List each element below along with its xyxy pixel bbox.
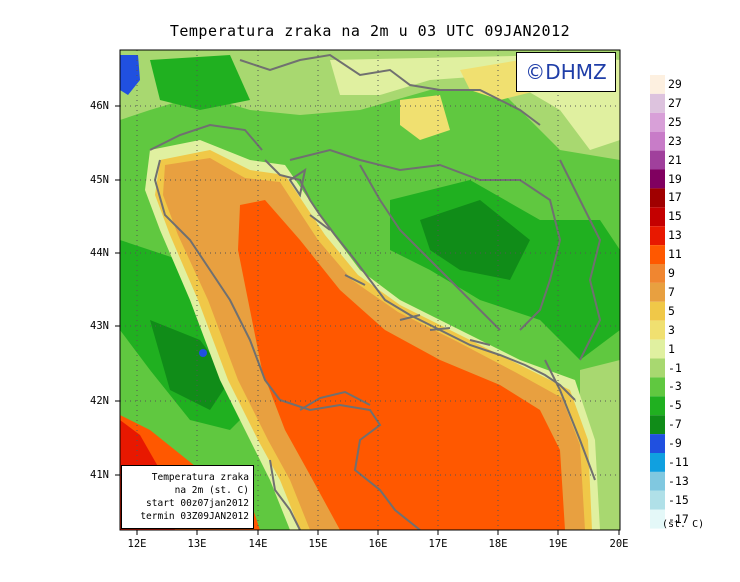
info-box: Temperatura zraka na 2m (st. C) start 00… — [121, 465, 254, 529]
colorbar-label: -11 — [668, 455, 689, 469]
info-line-1: Temperatura zraka — [151, 472, 249, 483]
land-dark-patch-2 — [420, 200, 530, 280]
cold-spot-1 — [199, 349, 207, 357]
colorbar — [650, 75, 665, 529]
islands — [288, 167, 491, 346]
info-line-4: termin 03Z09JAN2012 — [140, 511, 249, 522]
colorbar-swatch — [650, 169, 665, 189]
lon-label: 15E — [308, 538, 328, 550]
border-albania — [544, 359, 596, 481]
colorbar-swatch — [650, 434, 665, 453]
lon-label: 16E — [368, 538, 388, 550]
axis-ticks — [115, 105, 620, 535]
info-line-2: na 2m (st. C) — [174, 485, 249, 496]
colorbar-label: -1 — [668, 360, 682, 375]
map-frame — [119, 49, 621, 531]
colorbar-label: 15 — [668, 209, 682, 224]
colorbar-label: -15 — [668, 492, 689, 507]
coastline-west — [149, 123, 421, 530]
colorbar-swatch — [650, 226, 665, 246]
colorbar-unit: (st. C) — [662, 519, 705, 530]
border-serbia — [559, 159, 602, 361]
colorbar-swatch — [650, 377, 665, 397]
lon-label: 17E — [428, 538, 448, 550]
colorbar-label: 25 — [668, 114, 682, 129]
colorbar-swatch — [650, 75, 665, 94]
colorbar-swatch — [650, 282, 665, 302]
lon-label: 14E — [248, 538, 268, 550]
colorbar-label: 3 — [668, 322, 675, 337]
land-italy-darker — [150, 320, 230, 410]
lat-label: 41N — [90, 469, 109, 481]
border-inner — [359, 164, 501, 331]
cold-spot-nw — [120, 55, 140, 95]
info-line-3: start 00z07jan2012 — [146, 498, 249, 509]
colorbar-swatch — [650, 188, 665, 208]
colorbar-swatch — [650, 264, 665, 283]
colorbar-swatch — [650, 396, 665, 416]
colorbar-label: 5 — [668, 303, 675, 318]
colorbar-label: 23 — [668, 133, 682, 148]
colorbar-label: 7 — [668, 284, 675, 299]
colorbar-label: -13 — [668, 473, 689, 488]
colorbar-swatch — [650, 471, 665, 491]
graticule — [120, 50, 620, 530]
colorbar-label: 17 — [668, 190, 682, 205]
colorbar-swatch — [650, 207, 665, 227]
coastline-east — [264, 159, 576, 401]
colorbar-label: 9 — [668, 266, 675, 280]
colorbar-label: 11 — [668, 247, 682, 262]
land-north-yellow-blob — [400, 95, 450, 140]
land-nw-dark — [150, 55, 250, 110]
colorbar-swatch — [650, 358, 665, 378]
colorbar-swatch — [650, 509, 665, 529]
colorbar-swatch — [650, 245, 665, 264]
colorbar-label: -17 — [668, 511, 689, 526]
colorbar-swatch — [650, 339, 665, 359]
colorbar-label: -3 — [668, 379, 682, 394]
lat-label: 46N — [90, 100, 109, 112]
colorbar-label: 19 — [668, 171, 682, 186]
border-north — [239, 53, 541, 126]
lon-label: 20E — [609, 538, 629, 550]
colorbar-label: 13 — [668, 228, 682, 243]
colorbar-label: 27 — [668, 95, 682, 110]
colorbar-swatch — [650, 415, 665, 435]
colorbar-label: 1 — [668, 341, 675, 356]
colorbar-label: 29 — [668, 77, 682, 91]
colorbar-label: 21 — [668, 152, 682, 167]
colorbar-swatch — [650, 150, 665, 170]
lat-label: 44N — [90, 247, 109, 259]
map-title: Temperatura zraka na 2m u 03 UTC 09JAN20… — [169, 22, 571, 40]
coastline-gargano — [299, 390, 371, 411]
colorbar-swatch — [650, 112, 665, 132]
lon-label: 19E — [548, 538, 568, 550]
lon-label: 12E — [127, 538, 147, 550]
colorbar-label: -5 — [668, 398, 682, 413]
sea-core — [238, 200, 565, 530]
lat-label: 43N — [90, 320, 109, 332]
dhmz-logo: ©DHMZ — [516, 52, 616, 92]
lon-label: 18E — [488, 538, 508, 550]
lon-label: 13E — [187, 538, 207, 550]
colorbar-swatch — [650, 301, 665, 321]
lat-label: 45N — [90, 174, 109, 186]
colorbar-swatch — [650, 453, 665, 472]
colorbar-swatch — [650, 490, 665, 510]
colorbar-label: -9 — [668, 436, 682, 451]
coastline-heel — [269, 459, 301, 530]
colorbar-swatch — [650, 320, 665, 340]
colorbar-swatch — [650, 131, 665, 151]
colorbar-swatch — [650, 93, 665, 113]
colorbar-label: -7 — [668, 417, 682, 432]
lat-label: 42N — [90, 395, 109, 407]
